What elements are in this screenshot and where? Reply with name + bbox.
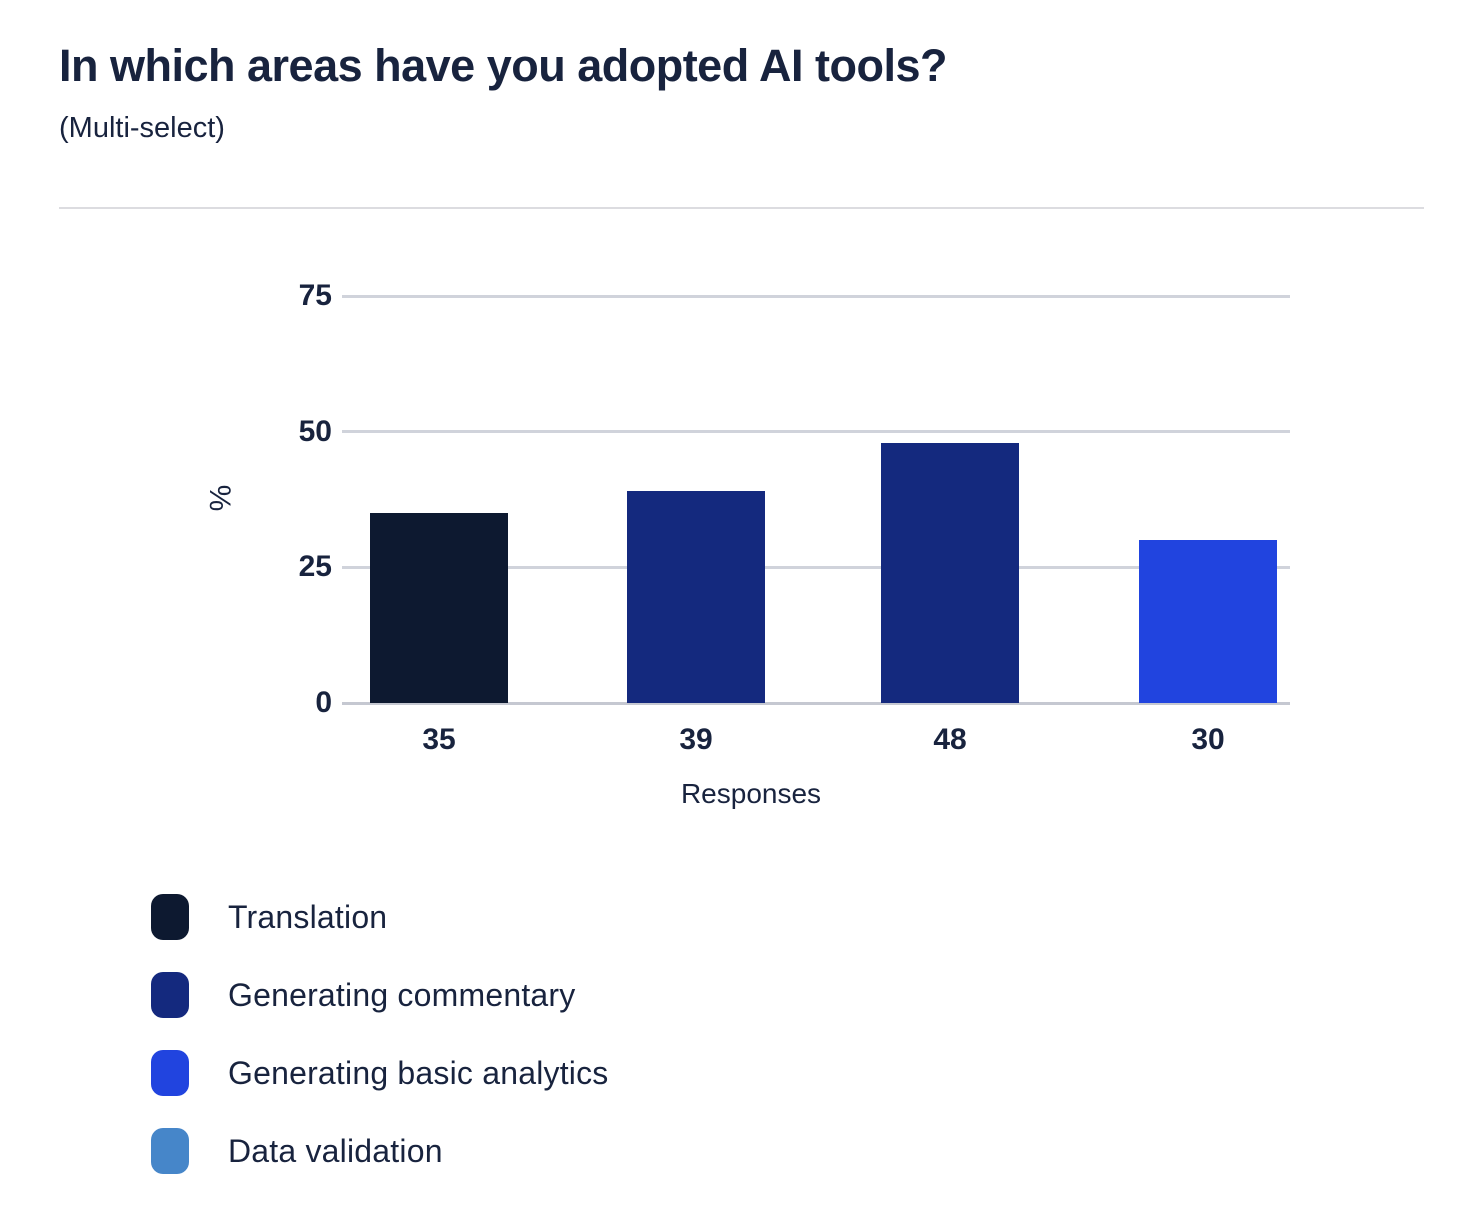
legend-swatch (151, 972, 189, 1018)
y-tick-label-50: 50 (298, 414, 332, 448)
bar-2 (627, 491, 765, 703)
bar-1 (370, 513, 508, 703)
legend-item: Translation (151, 894, 609, 940)
legend-item: Generating basic analytics (151, 1050, 609, 1096)
x-tick-label-2: 39 (679, 723, 713, 756)
bar-4 (1139, 540, 1277, 703)
chart-legend: Translation Generating commentary Generati… (151, 894, 609, 1206)
x-tick-label-3: 48 (933, 723, 967, 756)
gridline-25 (342, 565, 1290, 569)
legend-label: Generating basic analytics (228, 1054, 609, 1091)
gridline-75 (342, 294, 1290, 298)
x-axis-line (342, 701, 1290, 705)
y-tick-label-0: 0 (315, 686, 332, 719)
legend-swatch (151, 894, 189, 940)
y-tick-label-75: 75 (298, 279, 332, 312)
page-title: In which areas have you adopted AI tools… (59, 40, 948, 91)
legend-swatch (151, 1128, 189, 1174)
legend-item: Data validation (151, 1128, 609, 1174)
plot-area (342, 294, 1290, 705)
x-axis-title: Responses (680, 778, 822, 809)
gridline-50 (342, 430, 1290, 434)
legend-item: Generating commentary (151, 972, 609, 1018)
legend-label: Generating commentary (228, 976, 576, 1013)
y-axis-title: % (204, 484, 238, 512)
header-divider (59, 207, 1424, 209)
x-tick-label-4: 30 (1191, 723, 1225, 756)
bar-3 (881, 443, 1019, 703)
legend-label: Translation (228, 898, 388, 935)
legend-label: Data validation (228, 1132, 443, 1169)
page-subtitle: (Multi-select) (59, 112, 225, 144)
x-tick-label-1: 35 (422, 723, 456, 756)
legend-swatch (151, 1050, 189, 1096)
y-tick-label-25: 25 (298, 550, 332, 584)
